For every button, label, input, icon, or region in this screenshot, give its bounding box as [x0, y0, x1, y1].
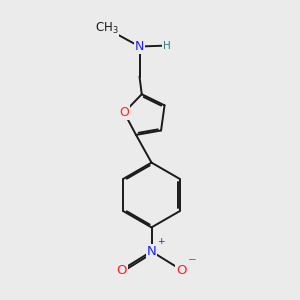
Text: O: O	[116, 263, 127, 277]
Text: N: N	[147, 245, 156, 258]
Text: H: H	[163, 40, 170, 51]
Text: O: O	[119, 106, 129, 119]
Text: +: +	[157, 237, 165, 246]
Text: N: N	[135, 40, 144, 53]
Text: O: O	[176, 263, 187, 277]
Text: −: −	[188, 255, 196, 266]
Text: CH$_3$: CH$_3$	[95, 21, 118, 36]
